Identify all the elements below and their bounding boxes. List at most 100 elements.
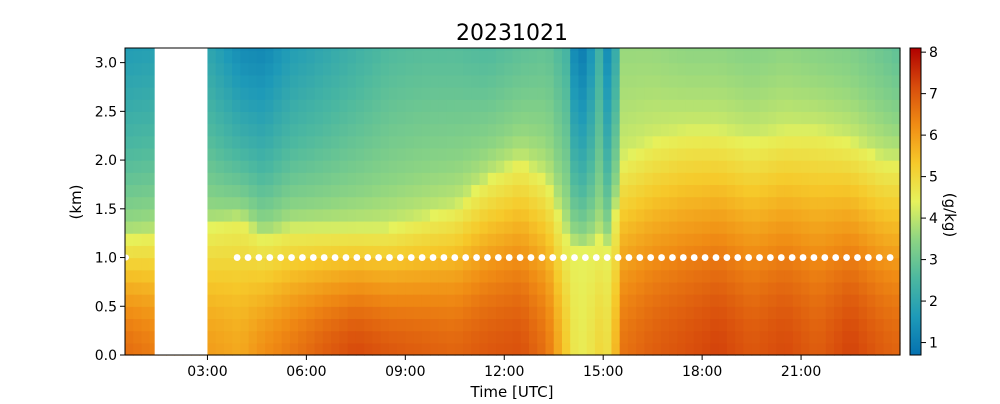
heatmap-cell	[256, 208, 266, 222]
heatmap-cell	[215, 86, 225, 100]
heatmap-cell	[883, 306, 893, 320]
heatmap-cell	[388, 233, 398, 246]
heatmap-cell	[817, 233, 827, 246]
heatmap-cell	[355, 99, 365, 112]
heatmap-cell	[792, 208, 802, 222]
colorbar-tick-label: 7	[929, 87, 938, 103]
heatmap-cell	[636, 123, 646, 137]
heatmap-cell	[792, 135, 802, 149]
heatmap-cell	[347, 330, 357, 344]
heatmap-cell	[487, 74, 497, 88]
heatmap-cell	[627, 123, 637, 137]
heatmap-cell	[570, 123, 580, 137]
heatmap-cell	[430, 50, 439, 64]
heatmap-cell	[520, 111, 530, 125]
heatmap-cell	[207, 184, 217, 198]
heatmap-cell	[413, 330, 423, 344]
heatmap-cell	[710, 281, 720, 295]
heatmap-cell	[537, 342, 547, 356]
heatmap-cell	[298, 257, 307, 271]
heatmap-cell	[594, 245, 604, 259]
heatmap-cell	[685, 99, 695, 112]
heatmap-cell	[603, 306, 613, 320]
heatmap-cell	[380, 342, 390, 356]
heatmap-cell	[380, 86, 390, 100]
heatmap-cell	[586, 48, 596, 52]
heatmap-cell	[726, 208, 736, 222]
marker-dot	[723, 254, 731, 261]
heatmap-cell	[487, 196, 497, 210]
heatmap-cell	[125, 306, 134, 320]
heatmap-cell	[339, 269, 349, 283]
heatmap-cell	[405, 281, 415, 295]
heatmap-cell	[669, 220, 678, 234]
heatmap-cell	[611, 330, 621, 344]
heatmap-cell	[693, 123, 703, 137]
heatmap-cell	[553, 306, 563, 320]
heatmap-cell	[223, 220, 233, 234]
heatmap-cell	[660, 50, 670, 64]
heatmap-cell	[232, 48, 242, 52]
heatmap-cell	[232, 342, 242, 356]
heatmap-cell	[891, 86, 901, 100]
heatmap-cell	[594, 330, 604, 344]
heatmap-cell	[223, 123, 233, 137]
heatmap-cell	[438, 99, 448, 112]
heatmap-cell	[743, 330, 753, 344]
heatmap-cell	[273, 184, 283, 198]
heatmap-cell	[842, 306, 852, 320]
heatmap-cell	[652, 62, 662, 76]
heatmap-cell	[248, 245, 258, 259]
heatmap-cell	[891, 330, 901, 344]
heatmap-cell	[380, 184, 390, 198]
heatmap-cell	[702, 306, 711, 320]
heatmap-cell	[801, 147, 810, 161]
heatmap-cell	[446, 123, 456, 137]
heatmap-cell	[825, 306, 835, 320]
heatmap-cell	[611, 135, 621, 149]
heatmap-cell	[273, 123, 283, 137]
heatmap-cell	[710, 318, 720, 332]
heatmap-cell	[801, 123, 810, 137]
heatmap-cell	[776, 135, 786, 149]
heatmap-cell	[520, 160, 530, 173]
heatmap-cell	[438, 318, 448, 332]
heatmap-cell	[413, 257, 423, 271]
heatmap-cell	[776, 342, 786, 356]
heatmap-cell	[850, 50, 860, 64]
heatmap-cell	[891, 135, 901, 149]
heatmap-cell	[817, 306, 827, 320]
heatmap-cell	[215, 281, 225, 295]
heatmap-cell	[413, 220, 423, 234]
heatmap-cell	[875, 135, 885, 149]
heatmap-cell	[792, 50, 802, 64]
heatmap-cell	[858, 208, 868, 222]
heatmap-cell	[133, 306, 143, 320]
heatmap-cell	[528, 318, 538, 332]
heatmap-cell	[430, 269, 439, 283]
heatmap-cell	[149, 48, 159, 52]
heatmap-cell	[421, 86, 431, 100]
heatmap-cell	[273, 160, 283, 173]
heatmap-cell	[265, 111, 274, 125]
heatmap-cell	[858, 306, 868, 320]
heatmap-cell	[512, 208, 522, 222]
heatmap-cell	[652, 318, 662, 332]
heatmap-cell	[265, 123, 274, 137]
heatmap-cell	[446, 257, 456, 271]
heatmap-cell	[331, 111, 340, 125]
heatmap-cell	[677, 342, 687, 356]
heatmap-cell	[463, 269, 472, 283]
heatmap-cell	[611, 74, 621, 88]
heatmap-cell	[619, 74, 629, 88]
heatmap-cell	[306, 342, 316, 356]
heatmap-cell	[867, 269, 876, 283]
heatmap-cell	[735, 147, 744, 161]
heatmap-cell	[578, 196, 588, 210]
heatmap-cell	[438, 245, 448, 259]
heatmap-cell	[322, 208, 332, 222]
heatmap-cell	[578, 281, 588, 295]
heatmap-cell	[306, 245, 316, 259]
